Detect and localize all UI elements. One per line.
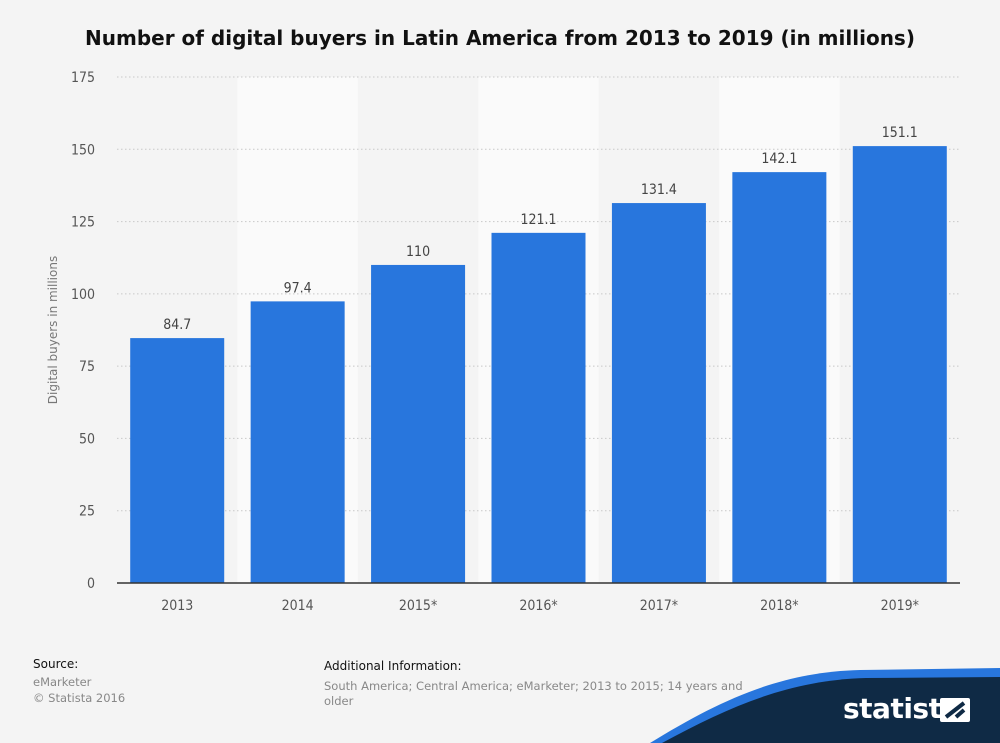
y-tick-label: 0 (87, 576, 95, 592)
brand-band-shape (662, 677, 1000, 743)
source-label: Source: (33, 657, 79, 671)
chart-title: Number of digital buyers in Latin Americ… (85, 26, 915, 50)
bar (250, 301, 345, 583)
y-tick-label: 50 (79, 431, 95, 447)
data-label: 84.7 (163, 317, 191, 333)
source-line-1: eMarketer (33, 675, 92, 689)
y-tick-label: 175 (71, 70, 95, 86)
bar (371, 264, 466, 583)
bar (852, 146, 947, 583)
bar (491, 232, 586, 583)
source-line-2: © Statista 2016 (33, 691, 126, 705)
bar (611, 203, 706, 583)
data-label: 97.4 (284, 280, 312, 296)
x-tick-label: 2013 (161, 598, 193, 614)
bar (732, 172, 827, 584)
y-tick-label: 25 (79, 504, 95, 520)
y-tick-label: 100 (71, 287, 95, 303)
x-tick-label: 2017* (640, 598, 678, 614)
x-tick-label: 2015* (399, 598, 437, 614)
y-axis-label: Digital buyers in millions (46, 256, 60, 404)
x-tick-label: 2019* (881, 598, 919, 614)
y-tick-label: 150 (71, 142, 95, 158)
y-tick-label: 125 (71, 215, 95, 231)
additional-info-line-1: South America; Central America; eMarkete… (324, 679, 743, 693)
data-label: 142.1 (761, 151, 797, 167)
data-label: 151.1 (882, 125, 918, 141)
statista-logo-icon (940, 698, 970, 722)
additional-info-label: Additional Information: (324, 659, 462, 673)
bar (130, 338, 225, 583)
x-tick-label: 2014 (282, 598, 314, 614)
data-label: 110 (406, 244, 430, 260)
y-tick-label: 75 (79, 359, 95, 375)
additional-info-line-2: older (324, 694, 354, 708)
data-label: 121.1 (520, 212, 556, 228)
data-label: 131.4 (641, 182, 677, 198)
x-tick-label: 2016* (519, 598, 557, 614)
x-tick-label: 2018* (760, 598, 798, 614)
